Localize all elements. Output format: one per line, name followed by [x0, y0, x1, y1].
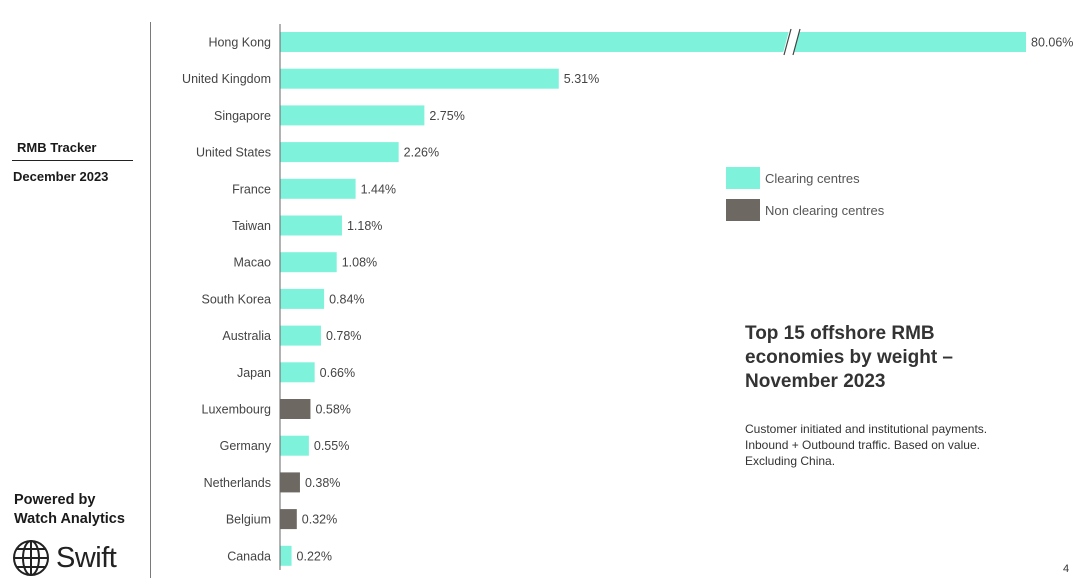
bar-belgium	[280, 509, 297, 530]
bar-taiwan	[280, 215, 342, 236]
category-label-japan: Japan	[237, 366, 271, 380]
tracker-title: RMB Tracker	[17, 140, 97, 155]
category-label-macao: Macao	[233, 256, 271, 270]
axis-break-gap	[782, 28, 800, 56]
bar-hong-kong	[280, 32, 1026, 52]
legend-label-non-clearing: Non clearing centres	[765, 202, 885, 218]
category-label-singapore: Singapore	[214, 109, 271, 123]
bar-france	[280, 178, 356, 199]
bar-netherlands	[280, 472, 300, 493]
category-label-canada: Canada	[227, 549, 271, 563]
category-label-united-states: United States	[196, 146, 271, 160]
value-label-united-kingdom: 5.31%	[564, 72, 599, 86]
legend-item-non-clearing: Non clearing centres	[726, 199, 884, 221]
legend-label-clearing: Clearing centres	[765, 170, 860, 186]
value-label-france: 1.44%	[361, 182, 396, 196]
bar-singapore	[280, 105, 425, 126]
category-label-belgium: Belgium	[226, 513, 271, 527]
category-label-australia: Australia	[222, 329, 271, 343]
value-label-australia: 0.78%	[326, 329, 361, 343]
bar-united-states	[280, 142, 399, 163]
bar-luxembourg	[280, 399, 311, 419]
bar-germany	[280, 435, 309, 456]
value-label-singapore: 2.75%	[429, 109, 464, 123]
powered-by-line1: Powered by	[14, 492, 96, 508]
bar-south-korea	[280, 288, 325, 309]
chart-note: Customer initiated and institutional pay…	[745, 422, 988, 468]
category-label-taiwan: Taiwan	[232, 219, 271, 233]
legend-swatch-clearing	[726, 167, 760, 189]
bar-japan	[280, 362, 315, 383]
page-number: 4	[1063, 563, 1070, 575]
powered-by: Powered by Watch Analytics	[14, 491, 125, 529]
axis-break-line-right	[792, 28, 801, 56]
legend-swatch-non-clearing	[726, 199, 760, 221]
legend-item-clearing: Clearing centres	[726, 167, 884, 189]
category-label-south-korea: South Korea	[202, 292, 272, 306]
category-label-hong-kong: Hong Kong	[208, 36, 271, 50]
legend: Clearing centres Non clearing centres	[726, 167, 884, 231]
value-label-macao: 1.08%	[342, 256, 377, 270]
bar-united-kingdom	[280, 68, 559, 89]
tracker-date: December 2023	[13, 169, 109, 184]
chart-title: Top 15 offshore RMB economies by weight …	[745, 323, 953, 392]
category-label-germany: Germany	[220, 439, 272, 453]
category-label-luxembourg: Luxembourg	[202, 403, 272, 417]
bar-australia	[280, 325, 321, 346]
bar-canada	[280, 545, 292, 566]
value-label-japan: 0.66%	[320, 366, 355, 380]
value-label-germany: 0.55%	[314, 439, 349, 453]
tracker-underline	[12, 160, 133, 161]
category-label-france: France	[232, 182, 271, 196]
category-label-united-kingdom: United Kingdom	[182, 72, 271, 86]
value-label-luxembourg: 0.58%	[315, 403, 350, 417]
powered-by-line2: Watch Analytics	[14, 511, 125, 527]
value-label-belgium: 0.32%	[302, 513, 337, 527]
value-label-netherlands: 0.38%	[305, 476, 340, 490]
value-label-taiwan: 1.18%	[347, 219, 382, 233]
value-label-united-states: 2.26%	[404, 146, 439, 160]
globe-icon	[13, 540, 49, 576]
value-label-canada: 0.22%	[297, 549, 332, 563]
value-label-hong-kong: 80.06%	[1031, 36, 1073, 50]
category-label-netherlands: Netherlands	[204, 476, 271, 490]
swift-logo: Swift	[12, 539, 117, 577]
sidebar-divider	[150, 22, 151, 578]
value-label-south-korea: 0.84%	[329, 292, 364, 306]
logo-text: Swift	[56, 541, 117, 574]
axis-break-line-left	[783, 28, 792, 56]
bar-macao	[280, 252, 337, 273]
